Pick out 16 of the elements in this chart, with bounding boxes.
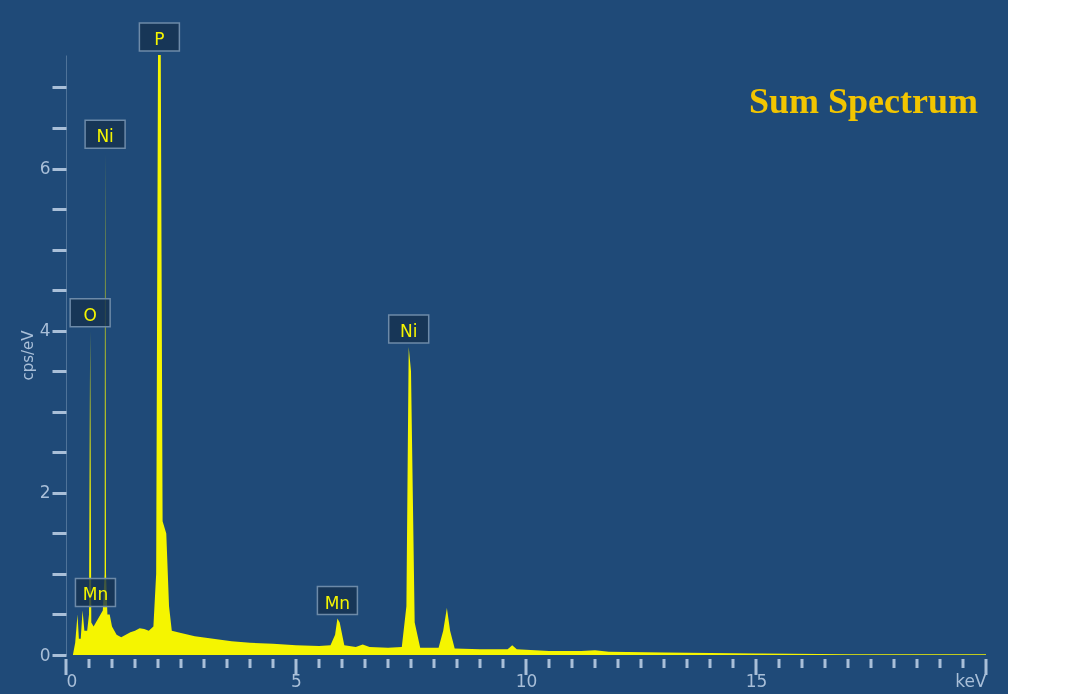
y-tick-label: 2 — [39, 482, 51, 503]
y-axis-title: cps/eV — [18, 329, 37, 381]
x-tick-label: 10 — [515, 670, 538, 691]
annotation: Ni — [399, 320, 418, 341]
y-tick-label: 4 — [39, 320, 51, 341]
annotation: O — [83, 304, 97, 325]
text: Sum Spectrum — [748, 81, 978, 121]
y-tick-label: 6 — [39, 158, 51, 179]
x-tick-label: 0 — [66, 670, 78, 691]
annotation: Ni — [96, 126, 114, 147]
x-tick-label: 15 — [745, 670, 768, 691]
annotation: Mn — [82, 584, 109, 605]
y-tick-label: 0 — [39, 644, 51, 665]
x-tick-label: keV — [955, 670, 987, 691]
annotation: P — [154, 29, 165, 49]
annotation: Mn — [324, 592, 351, 613]
